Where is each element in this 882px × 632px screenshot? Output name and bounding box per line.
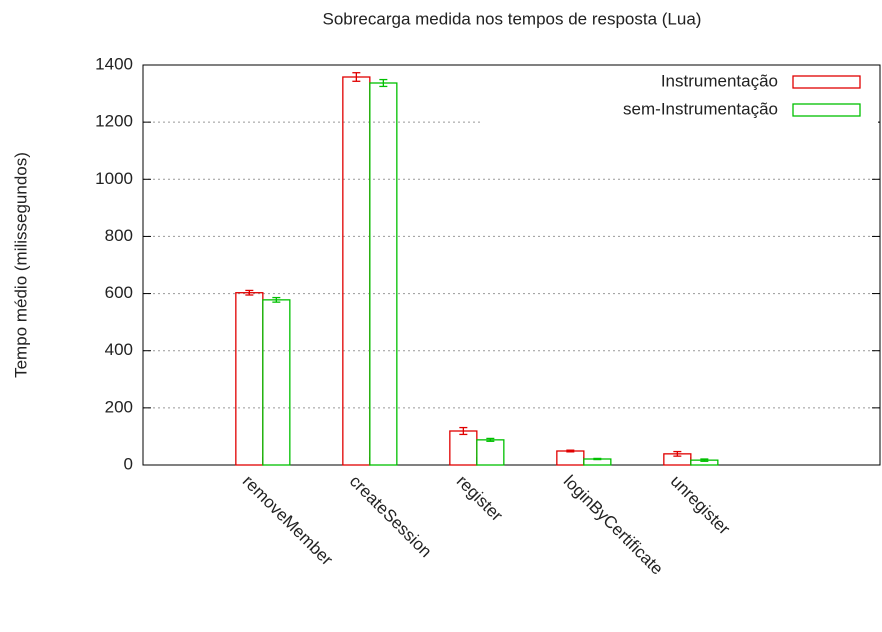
error-bar [352, 72, 361, 82]
y-tick-label: 800 [105, 226, 133, 245]
y-tick-label: 200 [105, 397, 133, 416]
x-tick-label: register [453, 472, 507, 526]
legend-swatch [792, 103, 861, 117]
legend-background [482, 67, 878, 127]
bar [556, 450, 585, 466]
x-tick-label: createSession [346, 472, 436, 562]
bar [449, 430, 478, 466]
legend-label: Instrumentação [661, 71, 778, 90]
error-bar [700, 458, 709, 462]
legend-swatch [792, 75, 861, 89]
chart-title: Sobrecarga medida nos tempos de resposta… [323, 9, 702, 28]
error-bar [459, 426, 468, 436]
error-bar [245, 289, 254, 296]
legend-label: sem-Instrumentação [623, 99, 778, 118]
y-axis-label: Tempo médio (milissegundos) [11, 152, 30, 378]
error-bar [379, 78, 388, 88]
error-bar [272, 296, 281, 303]
x-tick-label: removeMember [239, 472, 337, 570]
bar [342, 76, 371, 466]
bar [262, 299, 291, 466]
x-tick-label: loginByCertificate [560, 472, 667, 579]
y-tick-label: 1000 [95, 169, 133, 188]
y-tick-label: 0 [124, 454, 133, 473]
error-bar [566, 449, 575, 453]
y-tick-label: 400 [105, 340, 133, 359]
error-bar [673, 450, 682, 457]
error-bar [486, 437, 495, 442]
error-bar [593, 457, 602, 461]
y-tick-label: 1200 [95, 112, 133, 131]
bar [476, 439, 505, 466]
bar [235, 292, 264, 466]
y-tick-label: 600 [105, 283, 133, 302]
y-tick-label: 1400 [95, 54, 133, 73]
x-tick-label: unregister [667, 472, 734, 539]
plot-frame [142, 64, 881, 466]
